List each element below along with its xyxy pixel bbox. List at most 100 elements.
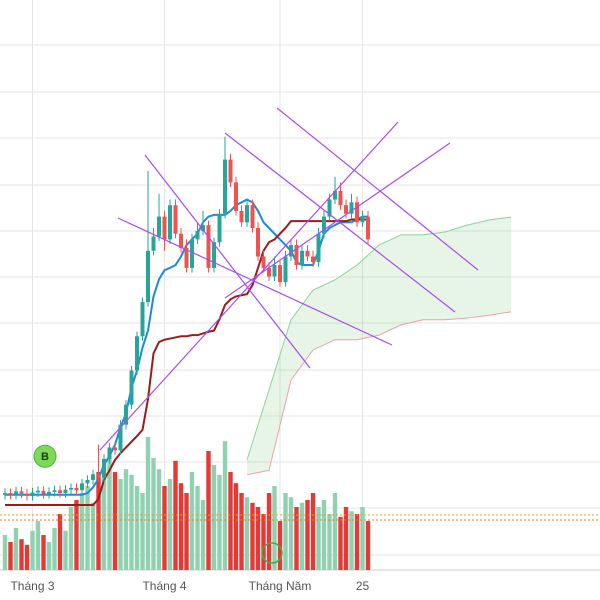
candle-body [74,487,79,491]
candle-body [135,336,139,371]
volume-bar [343,507,349,570]
volume-bar [239,493,244,570]
candle-body [140,302,145,337]
volume-bar [332,493,338,570]
volume-bar [228,472,233,570]
candle-body [338,190,343,206]
candle-body [250,205,255,228]
volume-bar [294,507,299,570]
x-tick-label: 25 [356,579,370,593]
volume-bar [266,493,272,570]
volume-bar [167,479,173,570]
volume-bar [217,474,222,570]
candle-body [96,474,101,478]
volume-bar [283,493,288,570]
volume-bar [79,493,85,570]
volume-bar [222,441,228,570]
volume-bar [162,486,167,570]
volume-bar [46,542,52,570]
channel-lines [99,107,479,451]
candles [3,136,370,501]
volume-bar [140,493,145,570]
volume-bar [2,535,8,570]
candle-body [36,490,40,493]
candle-body [168,205,172,240]
candle-body [195,230,200,240]
candle-body [344,205,348,214]
volume-bar [327,514,332,570]
candle-body [118,424,123,451]
candle-body [190,239,194,268]
volume-bar [145,437,151,570]
volume-bar [206,451,211,570]
candle-body [3,493,7,495]
volume-bar [255,507,261,570]
candle-body [14,491,18,495]
volume-bar [107,458,112,570]
candle-body [223,159,227,214]
candle-body [305,250,310,257]
volume-bar [35,521,41,570]
ref-lines [0,514,600,521]
candle-body [316,233,321,263]
volume-bar [211,465,217,570]
candle-body [272,265,277,277]
candle-body [52,490,57,492]
candle-body [129,370,134,405]
candle-body [327,199,332,217]
candle-body [234,182,238,211]
candle-body [91,474,95,480]
volume-bar [277,521,283,570]
volume-bar [101,465,107,570]
volume-bar [129,474,134,570]
candle-body [30,492,35,496]
volume-bar [321,500,327,570]
candle-body [366,216,370,240]
candle-body [85,479,90,484]
candle-body [300,250,304,266]
candle-body [146,250,150,303]
signal-marker-label: B [41,451,49,463]
volume [2,437,371,570]
volume-bar [68,507,74,570]
candle-body [267,267,271,277]
volume-bar [310,493,316,570]
candle-body [212,242,216,268]
volume-bar [184,493,189,570]
x-axis: Tháng 3 Tháng 4 Tháng Năm 25 [10,579,369,593]
candle-body [151,236,156,251]
volume-bar [365,521,371,570]
span-b [246,311,512,476]
candle-body [355,202,359,223]
candle-body [184,247,189,268]
candle-body [80,483,84,491]
volume-bar [134,486,140,570]
candle-body [124,404,128,425]
candle-body [58,490,62,494]
candle-body [19,491,24,494]
signal-marker [33,444,57,468]
candle-body [349,202,354,214]
candle-body [245,205,249,223]
candle-body [228,159,233,183]
candle-body [113,447,117,451]
candle-body [69,487,73,490]
volume-bar [74,500,79,570]
volume-bar [118,479,123,570]
candle-body [206,225,211,268]
volume-bar [8,542,13,570]
volume-bar [250,502,255,570]
candle-body [333,190,337,200]
volume-bar [261,514,266,570]
volume-bar [151,458,156,570]
candle-body [294,245,299,266]
candle-body [256,228,260,257]
volume-bar [41,535,46,570]
volume-bar [244,497,250,570]
candle-body [261,256,266,268]
volume-bar [30,530,35,570]
candle-body [41,490,46,495]
cloud-fill [247,217,511,475]
volume-bar [195,486,200,570]
